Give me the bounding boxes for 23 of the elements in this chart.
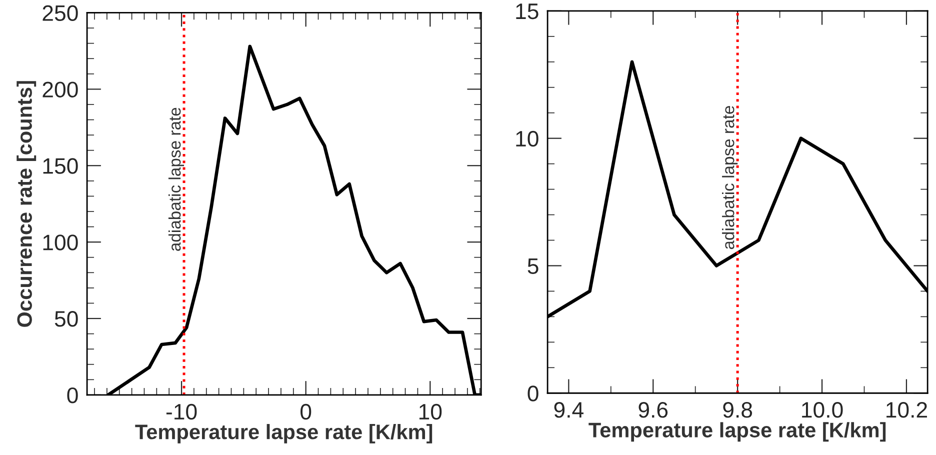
x-axis-title: Temperature lapse rate [K/km] [135, 424, 432, 444]
ref-line-label: adiabatic lapse rate [168, 108, 184, 251]
y-tick-label: 0 [67, 387, 78, 404]
y-tick-label: 200 [42, 82, 78, 98]
y-tick-label: 100 [43, 234, 78, 250]
x-tick-label: 10.0 [802, 402, 843, 418]
y-tick-label: 150 [43, 158, 78, 174]
x-tick-label: 0 [300, 404, 312, 420]
x-axis-title: Temperature lapse rate [K/km] [588, 422, 886, 442]
x-tick-label: -10 [166, 404, 197, 420]
x-tick-label: 9.8 [723, 402, 752, 418]
y-tick-label: 5 [528, 258, 538, 274]
y-tick-label: 50 [54, 311, 78, 327]
y-tick-label: 250 [42, 5, 78, 22]
x-tick-label: 9.4 [554, 402, 584, 418]
y-axis-title: Occurrence rate [counts] [16, 81, 36, 327]
y-tick-label: 15 [516, 4, 538, 20]
ref-line-label: adiabatic lapse rate [722, 106, 738, 250]
y-tick-label: 10 [516, 130, 538, 147]
x-tick-label: 10.2 [886, 402, 927, 418]
y-tick-label: 0 [528, 386, 538, 402]
x-tick-label: 10 [419, 404, 442, 420]
x-tick-label: 9.6 [638, 402, 668, 418]
